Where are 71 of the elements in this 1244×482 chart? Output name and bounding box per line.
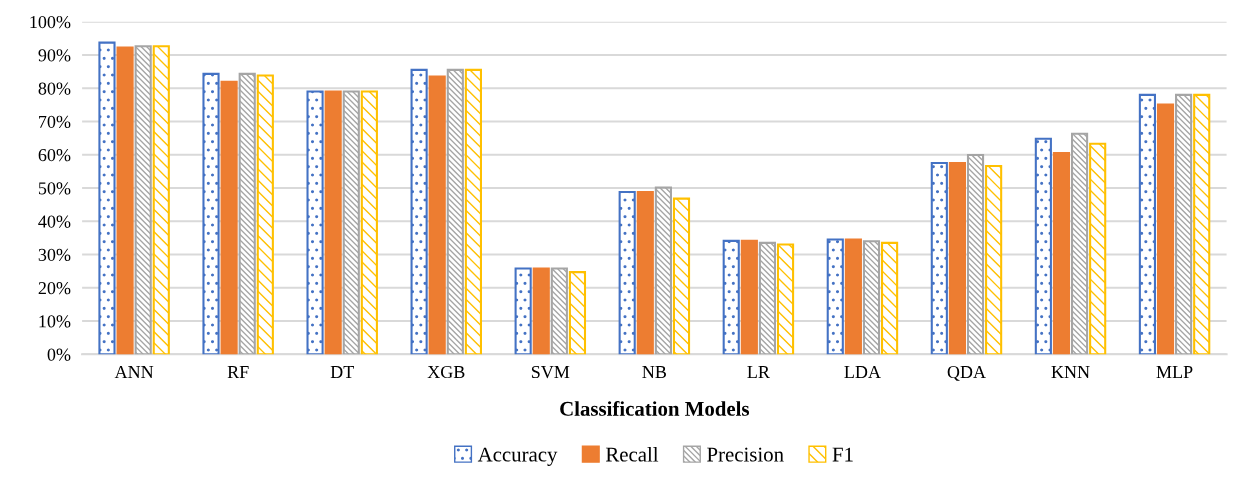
bar — [428, 75, 446, 355]
x-tick-label: LDA — [844, 365, 881, 378]
bar — [758, 241, 777, 355]
bar — [930, 162, 948, 355]
bar — [134, 45, 152, 355]
bar — [238, 72, 256, 355]
bar — [1193, 93, 1211, 355]
y-tick-label: 10% — [39, 315, 71, 328]
x-tick-label: LR — [747, 366, 770, 378]
bar — [514, 267, 532, 355]
bar — [152, 45, 170, 355]
bar — [464, 68, 482, 355]
bar — [881, 241, 899, 355]
bar — [1089, 142, 1107, 355]
bar — [985, 164, 1003, 355]
x-tick-label: ANN — [114, 365, 154, 378]
bar — [862, 240, 881, 355]
bar — [446, 68, 464, 355]
bar — [826, 238, 844, 355]
y-tick-label: 0% — [47, 348, 71, 361]
y-tick-label: 50% — [38, 182, 71, 195]
y-tick-label: 60% — [38, 148, 71, 162]
bar — [844, 238, 862, 355]
x-axis-title: Classification Models — [560, 400, 750, 416]
x-tick-label: KNN — [1051, 366, 1090, 378]
bar — [722, 239, 740, 355]
bar — [636, 190, 654, 355]
bar — [776, 243, 795, 355]
bar — [550, 267, 568, 355]
bar — [654, 186, 672, 355]
bar — [672, 197, 691, 355]
bar — [220, 80, 238, 355]
bar — [324, 90, 342, 355]
bar — [98, 41, 116, 355]
x-tick-label: DT — [330, 366, 354, 378]
x-tick-label: QDA — [947, 365, 986, 381]
bar — [306, 90, 324, 355]
y-tick-label: 20% — [38, 282, 71, 295]
bar — [568, 271, 587, 355]
bar — [116, 46, 134, 355]
legend-label: Recall — [605, 446, 659, 462]
bar — [342, 90, 360, 355]
bar — [410, 68, 428, 355]
y-tick-label: 70% — [39, 115, 71, 128]
bar — [532, 267, 550, 355]
legend-label: F1 — [832, 447, 853, 462]
bar — [1156, 103, 1175, 355]
x-tick-label: XGB — [427, 365, 465, 379]
bar — [740, 239, 758, 355]
y-tick-label: 90% — [38, 49, 71, 62]
y-tick-label: 40% — [38, 215, 71, 228]
bar — [1070, 132, 1089, 355]
legend-label: Accuracy — [477, 447, 558, 466]
bar — [1138, 93, 1156, 355]
x-tick-label: RF — [227, 366, 249, 378]
bar — [618, 190, 636, 355]
bar — [1034, 137, 1052, 355]
y-tick-label: 100% — [30, 15, 71, 29]
legend-label: Precision — [707, 447, 784, 462]
bar — [966, 154, 985, 355]
x-tick-label: NB — [642, 366, 666, 378]
y-tick-label: 80% — [38, 82, 71, 95]
bar — [202, 72, 220, 355]
y-tick-label: 30% — [38, 248, 71, 261]
x-tick-label: SVM — [531, 365, 570, 379]
x-tick-label: MLP — [1156, 366, 1193, 378]
bar — [948, 162, 967, 355]
bar — [1052, 152, 1071, 355]
bar — [256, 74, 274, 355]
bar — [360, 90, 378, 355]
bar — [1175, 93, 1193, 355]
